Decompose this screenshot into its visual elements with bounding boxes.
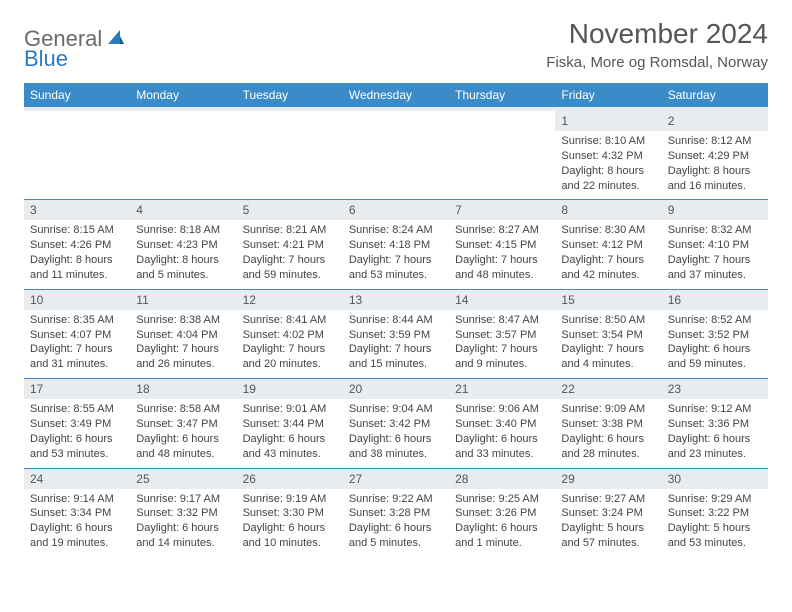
day-info: Sunrise: 8:12 AMSunset: 4:29 PMDaylight:… <box>662 131 768 200</box>
day-info-row: Sunrise: 8:15 AMSunset: 4:26 PMDaylight:… <box>24 220 768 289</box>
day-number: 7 <box>449 200 555 221</box>
day-number: 13 <box>343 289 449 310</box>
day-number: 5 <box>237 200 343 221</box>
weekday-header: Monday <box>130 83 236 107</box>
day-info: Sunrise: 8:44 AMSunset: 3:59 PMDaylight:… <box>343 310 449 379</box>
day-info: Sunrise: 9:29 AMSunset: 3:22 PMDaylight:… <box>662 489 768 557</box>
weekday-header: Sunday <box>24 83 130 107</box>
day-number: 3 <box>24 200 130 221</box>
day-number: 11 <box>130 289 236 310</box>
weekday-header: Friday <box>555 83 661 107</box>
day-info: Sunrise: 9:27 AMSunset: 3:24 PMDaylight:… <box>555 489 661 557</box>
day-number-row: 3456789 <box>24 200 768 221</box>
day-number: 28 <box>449 468 555 489</box>
day-number: 29 <box>555 468 661 489</box>
day-number: 14 <box>449 289 555 310</box>
day-number: 26 <box>237 468 343 489</box>
day-number-row: 24252627282930 <box>24 468 768 489</box>
day-info: Sunrise: 9:01 AMSunset: 3:44 PMDaylight:… <box>237 399 343 468</box>
day-info: Sunrise: 8:47 AMSunset: 3:57 PMDaylight:… <box>449 310 555 379</box>
day-number: 1 <box>555 111 661 131</box>
day-number-row: 10111213141516 <box>24 289 768 310</box>
day-info: Sunrise: 8:55 AMSunset: 3:49 PMDaylight:… <box>24 399 130 468</box>
logo-sail-icon <box>106 28 126 51</box>
weekday-header: Saturday <box>662 83 768 107</box>
day-info: Sunrise: 9:22 AMSunset: 3:28 PMDaylight:… <box>343 489 449 557</box>
day-number: 20 <box>343 379 449 400</box>
day-number: 19 <box>237 379 343 400</box>
header: General November 2024 Fiska, More og Rom… <box>24 18 768 71</box>
day-info <box>343 131 449 200</box>
calendar-table: SundayMondayTuesdayWednesdayThursdayFrid… <box>24 83 768 557</box>
day-number: 30 <box>662 468 768 489</box>
day-info <box>449 131 555 200</box>
day-number: 21 <box>449 379 555 400</box>
day-info: Sunrise: 9:04 AMSunset: 3:42 PMDaylight:… <box>343 399 449 468</box>
day-info: Sunrise: 8:21 AMSunset: 4:21 PMDaylight:… <box>237 220 343 289</box>
day-info <box>237 131 343 200</box>
day-number: 15 <box>555 289 661 310</box>
day-info: Sunrise: 8:32 AMSunset: 4:10 PMDaylight:… <box>662 220 768 289</box>
day-number: 9 <box>662 200 768 221</box>
day-info: Sunrise: 8:50 AMSunset: 3:54 PMDaylight:… <box>555 310 661 379</box>
day-info: Sunrise: 8:58 AMSunset: 3:47 PMDaylight:… <box>130 399 236 468</box>
day-number: 4 <box>130 200 236 221</box>
day-number <box>237 111 343 131</box>
day-info: Sunrise: 8:24 AMSunset: 4:18 PMDaylight:… <box>343 220 449 289</box>
day-info: Sunrise: 9:12 AMSunset: 3:36 PMDaylight:… <box>662 399 768 468</box>
day-number: 8 <box>555 200 661 221</box>
day-info: Sunrise: 8:27 AMSunset: 4:15 PMDaylight:… <box>449 220 555 289</box>
logo-blue-row: Blue <box>24 46 68 72</box>
day-number: 27 <box>343 468 449 489</box>
day-info: Sunrise: 8:18 AMSunset: 4:23 PMDaylight:… <box>130 220 236 289</box>
day-info: Sunrise: 9:19 AMSunset: 3:30 PMDaylight:… <box>237 489 343 557</box>
day-number: 10 <box>24 289 130 310</box>
day-number-row: 12 <box>24 111 768 131</box>
day-info: Sunrise: 9:25 AMSunset: 3:26 PMDaylight:… <box>449 489 555 557</box>
day-info: Sunrise: 8:38 AMSunset: 4:04 PMDaylight:… <box>130 310 236 379</box>
day-info-row: Sunrise: 9:14 AMSunset: 3:34 PMDaylight:… <box>24 489 768 557</box>
day-info: Sunrise: 8:41 AMSunset: 4:02 PMDaylight:… <box>237 310 343 379</box>
logo-text-blue: Blue <box>24 46 68 71</box>
weekday-header: Thursday <box>449 83 555 107</box>
day-number: 17 <box>24 379 130 400</box>
location: Fiska, More og Romsdal, Norway <box>546 54 768 71</box>
day-info <box>24 131 130 200</box>
day-number: 18 <box>130 379 236 400</box>
day-number: 6 <box>343 200 449 221</box>
day-number-row: 17181920212223 <box>24 379 768 400</box>
day-info: Sunrise: 8:15 AMSunset: 4:26 PMDaylight:… <box>24 220 130 289</box>
day-info: Sunrise: 8:52 AMSunset: 3:52 PMDaylight:… <box>662 310 768 379</box>
day-number: 22 <box>555 379 661 400</box>
day-info: Sunrise: 8:35 AMSunset: 4:07 PMDaylight:… <box>24 310 130 379</box>
day-number: 23 <box>662 379 768 400</box>
day-info-row: Sunrise: 8:35 AMSunset: 4:07 PMDaylight:… <box>24 310 768 379</box>
day-number <box>343 111 449 131</box>
day-info: Sunrise: 9:17 AMSunset: 3:32 PMDaylight:… <box>130 489 236 557</box>
weekday-header: Tuesday <box>237 83 343 107</box>
day-info: Sunrise: 8:30 AMSunset: 4:12 PMDaylight:… <box>555 220 661 289</box>
month-title: November 2024 <box>546 18 768 50</box>
weekday-header-row: SundayMondayTuesdayWednesdayThursdayFrid… <box>24 83 768 107</box>
day-info: Sunrise: 8:10 AMSunset: 4:32 PMDaylight:… <box>555 131 661 200</box>
day-number: 12 <box>237 289 343 310</box>
day-info: Sunrise: 9:14 AMSunset: 3:34 PMDaylight:… <box>24 489 130 557</box>
day-number: 2 <box>662 111 768 131</box>
weekday-header: Wednesday <box>343 83 449 107</box>
day-number: 16 <box>662 289 768 310</box>
day-info: Sunrise: 9:09 AMSunset: 3:38 PMDaylight:… <box>555 399 661 468</box>
day-info-row: Sunrise: 8:10 AMSunset: 4:32 PMDaylight:… <box>24 131 768 200</box>
day-number: 24 <box>24 468 130 489</box>
day-info-row: Sunrise: 8:55 AMSunset: 3:49 PMDaylight:… <box>24 399 768 468</box>
day-info <box>130 131 236 200</box>
day-number <box>449 111 555 131</box>
day-number: 25 <box>130 468 236 489</box>
title-block: November 2024 Fiska, More og Romsdal, No… <box>546 18 768 71</box>
day-info: Sunrise: 9:06 AMSunset: 3:40 PMDaylight:… <box>449 399 555 468</box>
day-number <box>130 111 236 131</box>
day-number <box>24 111 130 131</box>
